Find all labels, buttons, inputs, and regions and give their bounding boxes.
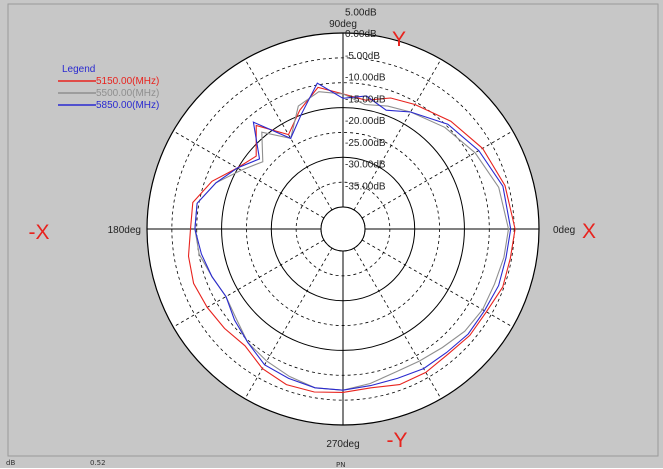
angle-label: 180deg [108, 225, 141, 236]
grid-spoke [244, 247, 333, 399]
ring-label: -5.00dB [345, 51, 380, 62]
ring-label: -20.00dB [345, 116, 386, 127]
series-line-1 [187, 86, 516, 393]
legend-title: Legend [62, 64, 95, 75]
grid-spoke [361, 130, 513, 219]
ring-label: -35.00dB [345, 181, 386, 192]
legend-label: 5850.00(MHz) [96, 100, 159, 111]
grid-spoke [173, 239, 325, 328]
angle-label: 0deg [553, 225, 575, 236]
axis-marker: -X [29, 221, 50, 244]
footer-right: PN [336, 461, 346, 469]
grid-spoke [353, 247, 442, 399]
ring-label: -15.00dB [345, 94, 386, 105]
ring-label: 0.00dB [345, 29, 377, 40]
axis-marker: Y [392, 28, 406, 51]
grid-inner-ring [320, 206, 366, 252]
ring-label: -25.00dB [345, 138, 386, 149]
ring-label: 5.00dB [345, 7, 377, 18]
grid-spoke [353, 59, 442, 211]
ring-label: -30.00dB [345, 160, 386, 171]
footer-unit: dB [6, 459, 16, 467]
series-line-3 [194, 82, 512, 391]
axis-marker: -Y [387, 429, 408, 452]
axis-marker: X [582, 220, 596, 243]
angle-label: 270deg [326, 439, 359, 450]
legend-label: 5500.00(MHz) [96, 88, 159, 99]
plot-border [7, 3, 659, 457]
grid-spoke [173, 130, 325, 219]
ring-label: -10.00dB [345, 73, 386, 84]
legend-label: 5150.00(MHz) [96, 76, 159, 87]
footer-value: 0.52 [90, 459, 106, 467]
grid-spoke [361, 239, 513, 328]
series-line-2 [194, 91, 510, 391]
angle-label: 90deg [329, 19, 357, 30]
legend: Legend5150.00(MHz)5500.00(MHz)5850.00(MH… [58, 64, 159, 111]
